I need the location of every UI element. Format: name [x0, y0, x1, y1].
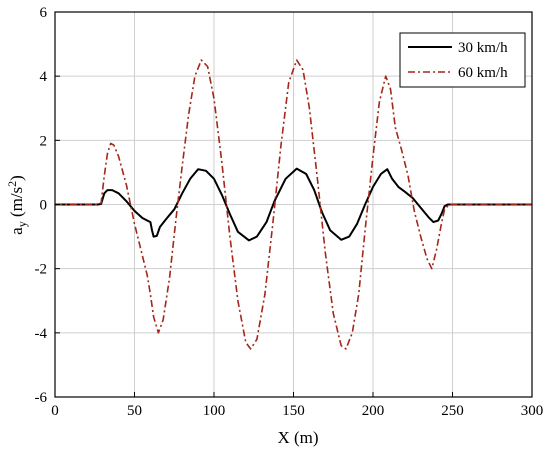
y-axis-label-unit: (m/s: [7, 187, 26, 221]
legend-box: [399, 32, 526, 88]
x-tick-label: 200: [362, 403, 385, 419]
y-tick-label: 6: [40, 5, 48, 21]
y-axis-label: ay (m/s2): [5, 175, 29, 235]
y-axis-label-sub: y: [15, 221, 29, 227]
y-axis-label-close: ): [7, 175, 26, 181]
x-tick-label: 100: [203, 403, 226, 419]
y-tick-label: -4: [35, 326, 48, 342]
series-layer: [55, 59, 532, 350]
series-line-30kmh: [55, 167, 532, 242]
legend: 30 km/h 60 km/h: [399, 32, 526, 88]
y-tick-label: -2: [35, 262, 48, 278]
legend-label-30kmh: 30 km/h: [458, 40, 508, 56]
x-axis-label: X (m): [277, 428, 318, 447]
y-tick-label: 2: [40, 133, 48, 149]
x-tick-label: 0: [51, 403, 59, 419]
axis-ticks: 0 50 100 150 200 250 300 -6 -4 -2 0 2 4 6: [35, 5, 544, 419]
x-tick-label: 300: [521, 403, 544, 419]
y-tick-label: 0: [40, 198, 48, 214]
y-tick-label: 4: [40, 69, 48, 85]
x-tick-label: 50: [127, 403, 142, 419]
y-axis-label-main: a: [7, 227, 26, 235]
x-tick-label: 250: [441, 403, 464, 419]
y-axis-label-sup: 2: [5, 181, 19, 187]
y-tick-label: -6: [35, 390, 48, 406]
x-tick-label: 150: [282, 403, 305, 419]
series-line-60kmh: [55, 59, 532, 350]
legend-label-60kmh: 60 km/h: [458, 65, 508, 81]
